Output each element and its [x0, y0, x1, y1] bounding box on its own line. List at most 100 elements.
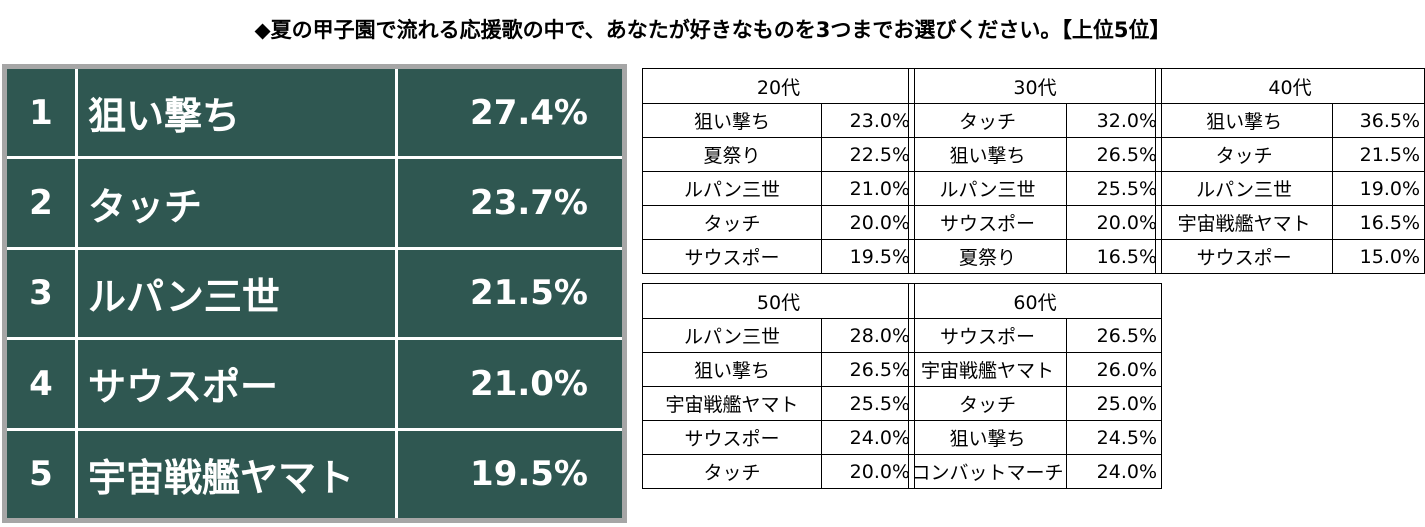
table-row: 夏祭り 22.5% [642, 137, 915, 172]
song-name: 夏祭り [908, 239, 1067, 274]
ranking-row: 4 サウスポー 21.0% [7, 337, 622, 431]
age-table-40代: 40代 狙い撃ち 36.5% タッチ 21.5% ルパン三世 19.0% 宇宙戦艦ヤマト 16.… [1154, 68, 1425, 274]
table-row: タッチ 21.5% [1154, 137, 1425, 172]
percentage: 24.0% [1066, 454, 1162, 489]
percentage: 32.0% [1066, 103, 1162, 138]
table-row: 宇宙戦艦ヤマト 16.5% [1154, 205, 1425, 240]
table-row: タッチ 20.0% [642, 205, 915, 240]
page-title: ◆夏の甲子園で流れる応援歌の中で、あなたが好きなものを3つまでお選びください。【… [254, 18, 1171, 42]
percentage: 26.5% [1066, 137, 1162, 172]
percentage: 19.0% [1332, 171, 1425, 206]
song-name: サウスポー [908, 205, 1067, 240]
song-name: サウスポー [642, 239, 822, 274]
age-group-header: 20代 [642, 68, 915, 104]
age-table-60代: 60代 サウスポー 26.5% 宇宙戦艦ヤマト 26.0% タッチ 25.0% 狙い撃ち 24.… [908, 283, 1162, 489]
song-name: ルパン三世 [642, 171, 822, 206]
rank-number: 4 [7, 337, 78, 431]
age-group-header: 50代 [642, 283, 915, 319]
table-row: サウスポー 19.5% [642, 239, 915, 274]
song-name: タッチ [642, 205, 822, 240]
table-row: 狙い撃ち 24.5% [908, 420, 1162, 455]
table-row: サウスポー 15.0% [1154, 239, 1425, 274]
table-row: 狙い撃ち 26.5% [642, 352, 915, 387]
percentage: 25.0% [1066, 386, 1162, 421]
song-name: 狙い撃ち [75, 69, 398, 160]
table-row: 狙い撃ち 23.0% [642, 103, 915, 138]
table-row: コンバットマーチ 24.0% [908, 454, 1162, 489]
table-row: タッチ 25.0% [908, 386, 1162, 421]
table-row: ルパン三世 21.0% [642, 171, 915, 206]
table-row: タッチ 20.0% [642, 454, 915, 489]
song-name: タッチ [908, 103, 1067, 138]
percentage: 21.0% [821, 171, 915, 206]
percentage: 27.4% [395, 69, 622, 160]
song-name: コンバットマーチ [908, 454, 1067, 489]
percentage: 21.5% [395, 246, 622, 341]
overall-ranking-table: 1 狙い撃ち 27.4% 2 タッチ 23.7% 3 ルパン三世 21.5% 4 サウスポー 21.0… [2, 64, 627, 523]
age-group-header: 30代 [908, 68, 1162, 104]
song-name: 宇宙戦艦ヤマト [642, 386, 822, 421]
percentage: 20.0% [1066, 205, 1162, 240]
percentage: 19.5% [821, 239, 915, 274]
song-name: 宇宙戦艦ヤマト [908, 352, 1067, 387]
percentage: 21.5% [1332, 137, 1425, 172]
song-name: タッチ [642, 454, 822, 489]
percentage: 23.0% [821, 103, 915, 138]
table-row: 狙い撃ち 26.5% [908, 137, 1162, 172]
song-name: ルパン三世 [1154, 171, 1334, 206]
song-name: 狙い撃ち [908, 137, 1067, 172]
percentage: 16.5% [1332, 205, 1425, 240]
age-table-20代: 20代 狙い撃ち 23.0% 夏祭り 22.5% ルパン三世 21.0% タッチ 20.0% サウ… [642, 68, 915, 274]
table-row: 夏祭り 16.5% [908, 239, 1162, 274]
song-name: タッチ [1154, 137, 1334, 172]
table-row: ルパン三世 19.0% [1154, 171, 1425, 206]
ranking-row: 1 狙い撃ち 27.4% [7, 69, 622, 160]
song-name: タッチ [75, 156, 398, 250]
table-row: サウスポー 24.0% [642, 420, 915, 455]
song-name: サウスポー [908, 318, 1067, 353]
percentage: 15.0% [1332, 239, 1425, 274]
age-group-header: 40代 [1155, 68, 1425, 104]
song-name: ルパン三世 [642, 318, 822, 353]
rank-number: 3 [7, 246, 78, 341]
age-group-header: 60代 [908, 283, 1162, 319]
percentage: 26.5% [821, 352, 915, 387]
percentage: 24.0% [821, 420, 915, 455]
song-name: 狙い撃ち [642, 103, 822, 138]
percentage: 25.5% [1066, 171, 1162, 206]
song-name: 狙い撃ち [1154, 103, 1334, 138]
percentage: 16.5% [1066, 239, 1162, 274]
song-name: 狙い撃ち [642, 352, 822, 387]
ranking-row: 5 宇宙戦艦ヤマト 19.5% [7, 427, 622, 518]
song-name: 夏祭り [642, 137, 822, 172]
rank-number: 5 [7, 427, 78, 518]
song-name: 宇宙戦艦ヤマト [75, 427, 398, 518]
percentage: 36.5% [1332, 103, 1425, 138]
percentage: 24.5% [1066, 420, 1162, 455]
table-row: タッチ 32.0% [908, 103, 1162, 138]
age-table-50代: 50代 ルパン三世 28.0% 狙い撃ち 26.5% 宇宙戦艦ヤマト 25.5% サウスポー 2… [642, 283, 915, 489]
song-name: 宇宙戦艦ヤマト [1154, 205, 1334, 240]
rank-number: 2 [7, 156, 78, 250]
song-name: タッチ [908, 386, 1067, 421]
ranking-row: 3 ルパン三世 21.5% [7, 246, 622, 341]
song-name: サウスポー [642, 420, 822, 455]
song-name: サウスポー [75, 337, 398, 431]
percentage: 20.0% [821, 205, 915, 240]
table-row: 宇宙戦艦ヤマト 26.0% [908, 352, 1162, 387]
table-row: 狙い撃ち 36.5% [1154, 103, 1425, 138]
table-row: 宇宙戦艦ヤマト 25.5% [642, 386, 915, 421]
percentage: 21.0% [395, 337, 622, 431]
song-name: ルパン三世 [75, 246, 398, 341]
rank-number: 1 [7, 69, 78, 160]
percentage: 28.0% [821, 318, 915, 353]
percentage: 26.0% [1066, 352, 1162, 387]
percentage: 25.5% [821, 386, 915, 421]
percentage: 23.7% [395, 156, 622, 250]
percentage: 20.0% [821, 454, 915, 489]
song-name: 狙い撃ち [908, 420, 1067, 455]
age-table-30代: 30代 タッチ 32.0% 狙い撃ち 26.5% ルパン三世 25.5% サウスポー 20.0%… [908, 68, 1162, 274]
ranking-row: 2 タッチ 23.7% [7, 156, 622, 250]
percentage: 26.5% [1066, 318, 1162, 353]
table-row: サウスポー 20.0% [908, 205, 1162, 240]
